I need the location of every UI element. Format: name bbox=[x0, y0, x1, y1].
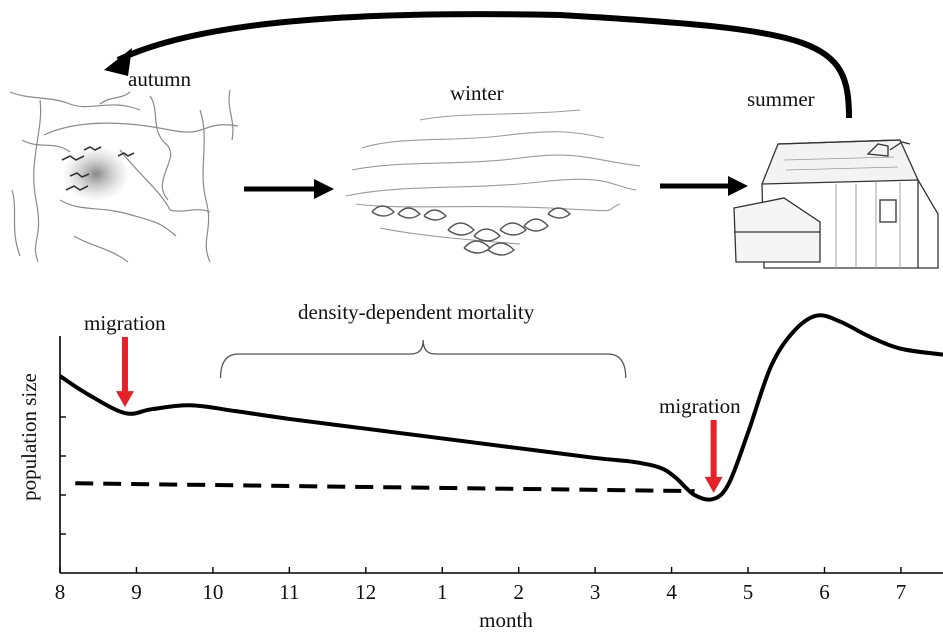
x-tick-label: 7 bbox=[896, 580, 907, 604]
chart-axes bbox=[59, 336, 943, 574]
baseline-dashed-line bbox=[75, 481, 695, 494]
x-tick-label: 4 bbox=[666, 580, 677, 604]
x-axis-title: month bbox=[479, 608, 533, 632]
chart-ticks: 8 9 10 11 12 1 2 3 4 5 6 7 bbox=[55, 377, 907, 604]
x-tick-label: 5 bbox=[743, 580, 754, 604]
x-tick-label: 8 bbox=[55, 580, 66, 604]
return-arrow bbox=[116, 11, 852, 119]
cycle-diagram: autumn winter bbox=[9, 11, 939, 269]
stage-label-winter: winter bbox=[450, 81, 504, 105]
x-tick-label: 10 bbox=[202, 580, 223, 604]
migration-label-2: migration bbox=[659, 394, 741, 418]
density-mortality-label: density-dependent mortality bbox=[298, 300, 535, 324]
hibernation-sketch-icon bbox=[345, 109, 641, 256]
y-axis-title: population size bbox=[17, 373, 41, 501]
cave-sketch-icon bbox=[9, 89, 239, 263]
x-tick-label: 6 bbox=[819, 580, 830, 604]
migration-arrow-head bbox=[704, 476, 723, 493]
arrow-autumn-to-winter-head bbox=[314, 179, 334, 199]
x-tick-label: 12 bbox=[355, 580, 376, 604]
barn-sketch-icon bbox=[733, 139, 939, 269]
x-tick-label: 3 bbox=[590, 580, 601, 604]
x-tick-label: 11 bbox=[279, 580, 299, 604]
stage-label-summer: summer bbox=[747, 87, 815, 111]
stage-label-autumn: autumn bbox=[128, 67, 191, 91]
population-curve bbox=[58, 313, 943, 502]
curly-bracket bbox=[219, 339, 627, 379]
arrow-winter-to-summer-head bbox=[728, 176, 748, 196]
population-chart: 8 9 10 11 12 1 2 3 4 5 6 7 month population size mi… bbox=[17, 300, 943, 632]
density-bracket bbox=[219, 339, 627, 379]
migration-arrow-head bbox=[115, 391, 134, 408]
x-tick-label: 1 bbox=[437, 580, 448, 604]
x-tick-label: 9 bbox=[131, 580, 142, 604]
migration-markers bbox=[115, 337, 723, 493]
chart-series bbox=[58, 313, 943, 502]
return-arrow-head bbox=[104, 48, 132, 76]
migration-label-1: migration bbox=[84, 311, 166, 335]
x-tick-label: 2 bbox=[513, 580, 524, 604]
